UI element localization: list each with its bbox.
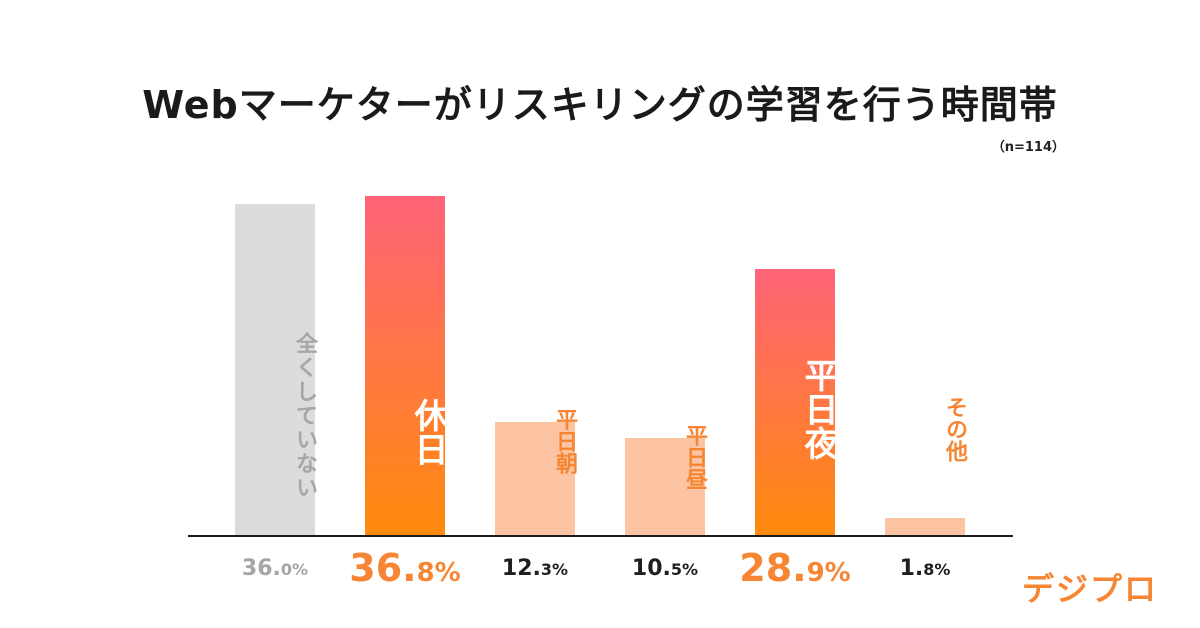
value-decimal: 9%	[806, 558, 851, 588]
value-label-3: 12.3%	[470, 556, 600, 581]
brand-logo: デジプロ	[1021, 570, 1158, 608]
bar-2	[365, 196, 445, 535]
sample-size: （n=114）	[991, 140, 1065, 155]
category-label-4: 平日昼	[682, 424, 707, 490]
bar-5	[755, 269, 835, 535]
value-integer: 36.	[241, 556, 281, 581]
value-decimal: 0%	[280, 560, 309, 579]
value-decimal: 5%	[670, 560, 699, 579]
value-integer: 36.	[349, 546, 417, 590]
category-label-6: その他	[942, 396, 967, 462]
value-label-4: 10.5%	[600, 556, 730, 581]
bar-1	[235, 204, 315, 535]
category-label-3: 平日朝	[552, 408, 577, 474]
value-decimal: 8%	[923, 560, 951, 579]
value-integer: 1.	[899, 556, 924, 581]
value-label-6: 1.8%	[860, 556, 990, 581]
bar-4	[625, 438, 705, 535]
value-label-2: 36.8%	[340, 546, 470, 590]
chart-title: Webマーケターがリスキリングの学習を行う時間帯	[142, 83, 1058, 127]
category-label-5: 平日夜	[798, 358, 838, 460]
value-integer: 28.	[739, 546, 807, 590]
value-decimal: 8%	[416, 558, 461, 588]
bar-6	[885, 518, 965, 535]
value-label-5: 28.9%	[730, 546, 860, 590]
category-label-2: 休日	[408, 398, 448, 466]
value-integer: 10.	[631, 556, 671, 581]
value-decimal: 3%	[540, 560, 569, 579]
value-integer: 12.	[501, 556, 541, 581]
x-axis-baseline	[188, 535, 1013, 537]
bar-3	[495, 422, 575, 535]
category-label-1: 全くしていない	[292, 332, 317, 500]
value-label-1: 36.0%	[210, 556, 340, 581]
